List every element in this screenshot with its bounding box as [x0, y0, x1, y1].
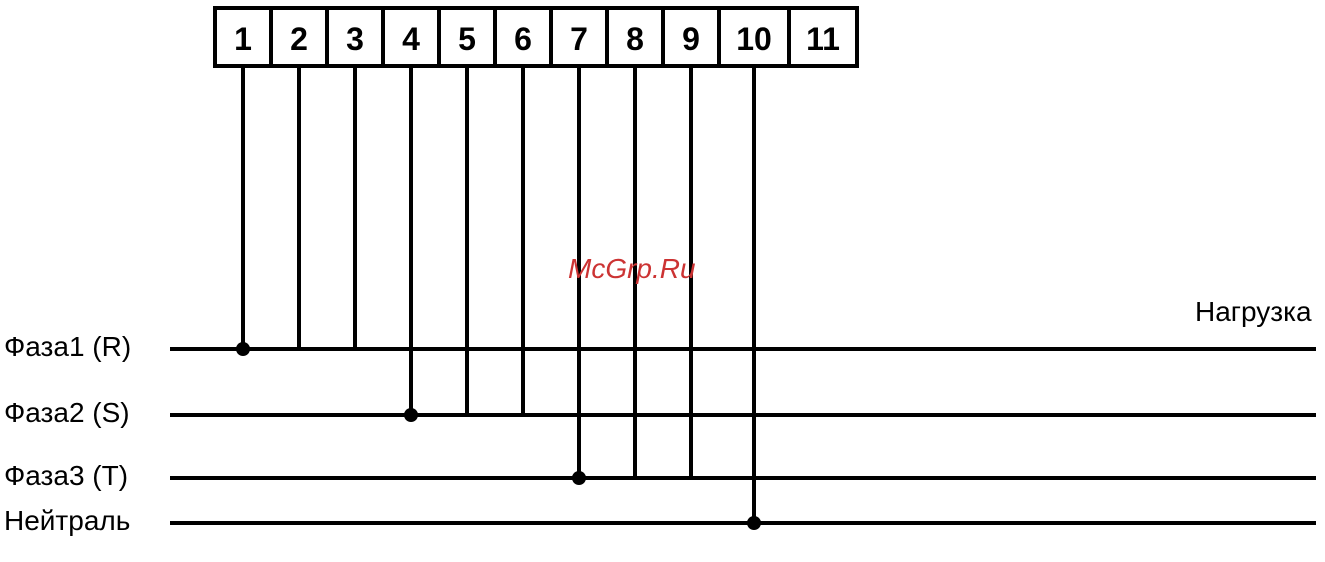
phase-label-phase1: Фаза1 (R) [4, 331, 131, 363]
terminal-number: 4 [402, 21, 420, 57]
terminal-number: 3 [346, 21, 364, 57]
terminal-number: 10 [736, 21, 772, 57]
terminal-number: 5 [458, 21, 476, 57]
load-label: Нагрузка [1195, 296, 1312, 328]
junction-dot [747, 516, 761, 530]
terminal-number: 6 [514, 21, 532, 57]
junction-dot [572, 471, 586, 485]
phase-label-neutral: Нейтраль [4, 505, 130, 537]
phase-label-phase2: Фаза2 (S) [4, 397, 130, 429]
terminal-number: 8 [626, 21, 644, 57]
terminal-number: 2 [290, 21, 308, 57]
terminal-number: 9 [682, 21, 700, 57]
terminal-number: 1 [234, 21, 252, 57]
terminal-number: 11 [806, 21, 840, 57]
junction-dot [236, 342, 250, 356]
phase-label-phase3: Фаза3 (T) [4, 460, 128, 492]
watermark-text: McGrp.Ru [568, 253, 696, 285]
junction-dot [404, 408, 418, 422]
terminal-number: 7 [570, 21, 588, 57]
